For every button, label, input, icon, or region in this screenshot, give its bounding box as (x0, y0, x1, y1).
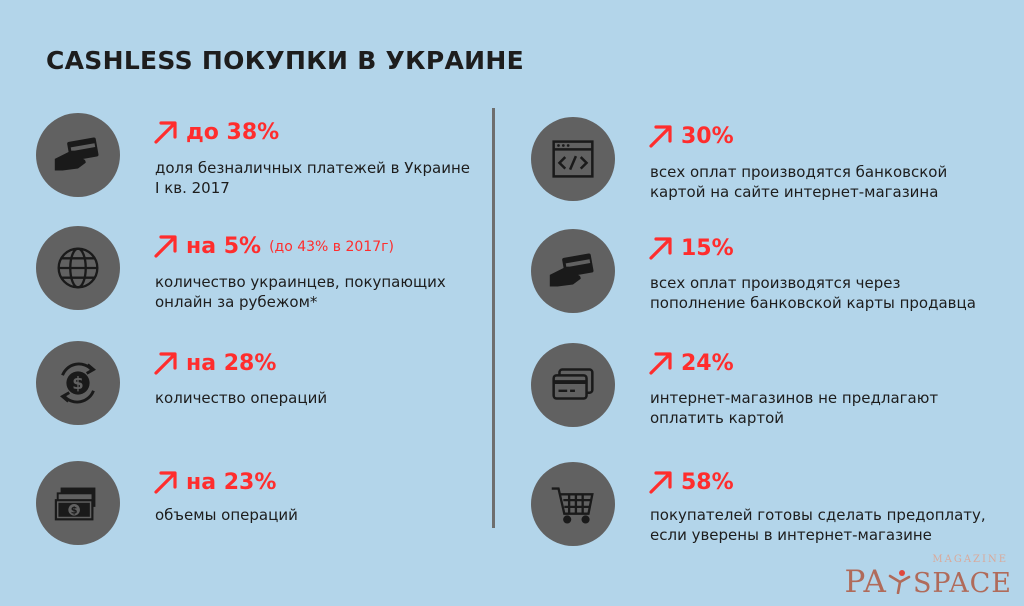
description-line: пополнение банковской карты продавца (650, 294, 976, 312)
description-line: картой на сайте интернет-магазина (650, 183, 939, 201)
logo-brand: PA SPACE (845, 564, 1012, 600)
stat-description: покупателей готовы сделать предоплату, е… (650, 505, 986, 545)
svg-text:$: $ (71, 506, 78, 517)
stat-description: всех оплат производятся банковской карто… (650, 162, 947, 202)
browser-code-icon (531, 117, 615, 201)
stat-right-4: 58% (647, 468, 734, 496)
description-line: онлайн за рубежом* (155, 293, 318, 311)
logo-brand-pa: PA (844, 564, 887, 600)
stat-description: всех оплат производятся через пополнение… (650, 273, 976, 313)
stat-value: 15% (681, 235, 734, 261)
description-line: если уверены в интернет-магазине (650, 526, 932, 544)
stat-right-2: 15% (647, 234, 734, 262)
stat-value: на 23% (186, 469, 277, 495)
stat-value: 24% (681, 350, 734, 376)
column-divider (492, 108, 495, 528)
page-title: CASHLESS ПОКУПКИ В УКРАИНЕ (46, 46, 524, 75)
trend-up-arrow-icon (154, 352, 177, 375)
stat-description: объемы операций (155, 505, 298, 525)
logo-magazine-text: MAGAZINE (932, 554, 1008, 565)
stat-value: на 5% (186, 233, 262, 259)
stat-right-1: 30% (647, 122, 734, 150)
stat-left-1: до 38% (152, 118, 279, 146)
svg-text:$: $ (72, 374, 83, 393)
payspace-logo: MAGAZINE PA SPACE (836, 554, 1012, 600)
description-line: оплатить картой (650, 409, 785, 427)
trend-up-arrow-icon (649, 125, 672, 148)
stat-description: количество операций (155, 388, 327, 408)
stat-value: до 38% (186, 119, 280, 145)
stat-description: доля безналичных платежей в Украине I кв… (155, 158, 470, 198)
banknotes-icon: $ (36, 461, 120, 545)
stat-value: на 28% (186, 350, 277, 376)
card-in-hand-icon (36, 113, 120, 197)
description-line: интернет-магазинов не предлагают (650, 389, 939, 407)
description-line: объемы операций (155, 506, 298, 524)
description-line: доля безналичных платежей в Украине (155, 159, 470, 177)
description-line: покупателей готовы сделать предоплату, (650, 506, 986, 524)
stat-note: (до 43% в 2017г) (269, 239, 394, 255)
description-line: количество украинцев, покупающих (155, 273, 446, 291)
stat-description: количество украинцев, покупающих онлайн … (155, 272, 446, 312)
stat-left-2: на 5% (до 43% в 2017г) (152, 232, 394, 260)
logo-brand-space: SPACE (912, 568, 1012, 599)
stat-value: 30% (681, 123, 734, 149)
description-line: I кв. 2017 (155, 179, 230, 197)
trend-up-arrow-icon (154, 471, 177, 494)
description-line: количество операций (155, 389, 328, 407)
description-line: всех оплат производятся банковской (650, 163, 948, 181)
stat-value: 58% (681, 469, 734, 495)
trend-up-arrow-icon (649, 237, 672, 260)
trend-up-arrow-icon (154, 235, 177, 258)
stat-left-4: на 23% (152, 468, 276, 496)
stat-left-3: на 28% (152, 349, 276, 377)
stat-description: интернет-магазинов не предлагают оплатит… (650, 388, 938, 428)
trend-up-arrow-icon (649, 471, 672, 494)
globe-icon (36, 226, 120, 310)
card-in-hand-icon (531, 229, 615, 313)
trend-up-arrow-icon (154, 121, 177, 144)
description-line: всех оплат производятся через (650, 274, 901, 292)
person-y-icon (888, 570, 911, 594)
trend-up-arrow-icon (649, 352, 672, 375)
dollar-exchange-icon: $ (36, 341, 120, 425)
credit-card-icon (531, 343, 615, 427)
stat-right-3: 24% (647, 349, 734, 377)
shopping-cart-icon (531, 462, 615, 546)
